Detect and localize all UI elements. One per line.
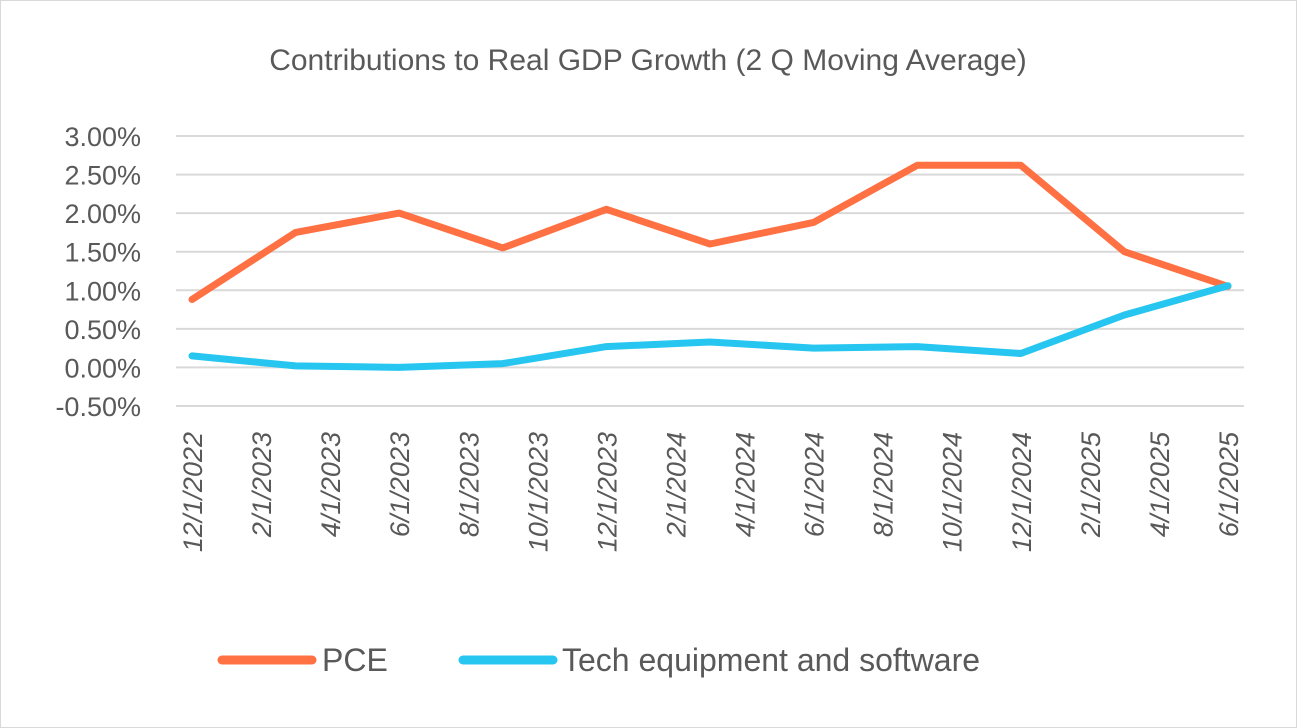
y-tick-label: 3.00%	[64, 122, 141, 152]
x-tick-label: 8/1/2023	[454, 432, 484, 537]
x-tick-label: 6/1/2023	[385, 432, 415, 537]
series-line-tech	[188, 282, 1232, 371]
x-tick-label: 12/1/2022	[178, 432, 208, 552]
x-axis-tick-labels: 12/1/2022 2/1/2023 4/1/2023 6/1/2023 8/1/202…	[178, 431, 1244, 552]
x-tick-label: 12/1/2024	[1007, 432, 1037, 552]
chart-title: Contributions to Real GDP Growth (2 Q Mo…	[269, 44, 1027, 77]
x-tick-label: 2/1/2024	[661, 432, 691, 538]
x-tick-label: 4/1/2023	[316, 432, 346, 537]
x-tick-label: 10/1/2023	[523, 432, 553, 552]
x-tick-label: 4/1/2024	[731, 432, 761, 537]
y-tick-label: 2.00%	[64, 199, 141, 229]
x-tick-label: 6/1/2025	[1214, 431, 1244, 537]
x-tick-label: 8/1/2024	[869, 432, 899, 537]
x-tick-label: 12/1/2023	[592, 432, 622, 552]
y-tick-label: -0.50%	[55, 392, 141, 422]
y-tick-label: 0.50%	[64, 315, 141, 345]
x-tick-label: 4/1/2025	[1145, 431, 1175, 537]
x-tick-label: 6/1/2024	[800, 432, 830, 537]
y-axis-tick-labels: 3.00% 2.50% 2.00% 1.50% 1.00% 0.50% 0.00% -0.50…	[55, 122, 141, 422]
x-tick-label: 2/1/2025	[1076, 431, 1106, 538]
legend: PCE Tech equipment and software	[217, 642, 980, 678]
series-line-pce	[188, 161, 1232, 303]
y-tick-label: 0.00%	[64, 353, 141, 383]
gridlines	[176, 135, 1244, 407]
series-lines	[188, 161, 1232, 371]
legend-label-tech: Tech equipment and software	[562, 642, 980, 678]
x-tick-label: 2/1/2023	[247, 432, 277, 538]
y-tick-label: 1.00%	[64, 276, 141, 306]
legend-label-pce: PCE	[322, 642, 388, 678]
y-tick-label: 1.50%	[64, 238, 141, 268]
y-tick-label: 2.50%	[64, 161, 141, 191]
x-tick-label: 10/1/2024	[938, 432, 968, 552]
